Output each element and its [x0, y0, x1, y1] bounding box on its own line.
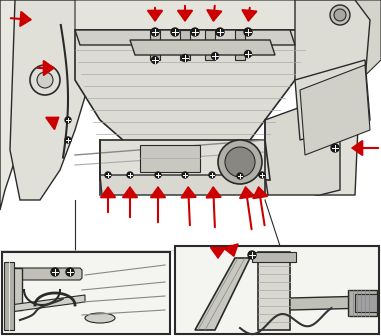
- Bar: [175, 246, 379, 334]
- Polygon shape: [177, 248, 377, 332]
- Circle shape: [331, 144, 339, 152]
- Circle shape: [65, 137, 71, 143]
- Polygon shape: [100, 175, 268, 195]
- Polygon shape: [310, 0, 381, 100]
- Circle shape: [182, 172, 188, 178]
- Circle shape: [237, 173, 243, 179]
- Polygon shape: [265, 100, 340, 195]
- Polygon shape: [10, 0, 95, 200]
- Polygon shape: [295, 60, 370, 140]
- Polygon shape: [75, 0, 340, 30]
- Circle shape: [191, 28, 199, 36]
- Circle shape: [171, 28, 179, 36]
- Polygon shape: [75, 30, 310, 160]
- Bar: [2, 252, 170, 334]
- Polygon shape: [355, 294, 377, 312]
- Polygon shape: [295, 0, 370, 100]
- Circle shape: [209, 172, 215, 178]
- Polygon shape: [195, 258, 250, 330]
- Polygon shape: [0, 0, 38, 210]
- Circle shape: [127, 172, 133, 178]
- Polygon shape: [300, 65, 370, 155]
- Polygon shape: [10, 295, 85, 312]
- Polygon shape: [75, 30, 295, 45]
- Circle shape: [152, 56, 158, 64]
- Circle shape: [151, 28, 159, 36]
- Polygon shape: [4, 262, 14, 330]
- Polygon shape: [348, 290, 377, 316]
- Circle shape: [225, 147, 255, 177]
- Polygon shape: [315, 75, 360, 195]
- Polygon shape: [258, 252, 290, 330]
- Circle shape: [51, 268, 59, 276]
- Circle shape: [66, 268, 74, 276]
- Polygon shape: [10, 268, 82, 280]
- Circle shape: [105, 172, 111, 178]
- Polygon shape: [150, 30, 160, 60]
- Circle shape: [245, 50, 251, 57]
- Circle shape: [37, 72, 53, 88]
- Circle shape: [216, 28, 224, 36]
- Polygon shape: [140, 145, 200, 172]
- Polygon shape: [290, 296, 370, 310]
- Ellipse shape: [85, 313, 115, 323]
- Circle shape: [181, 54, 189, 61]
- Circle shape: [259, 172, 265, 178]
- Polygon shape: [180, 30, 190, 60]
- Circle shape: [334, 9, 346, 21]
- Circle shape: [211, 52, 218, 59]
- Circle shape: [244, 28, 252, 36]
- Circle shape: [330, 5, 350, 25]
- Polygon shape: [235, 30, 245, 60]
- Circle shape: [155, 172, 161, 178]
- Polygon shape: [10, 268, 22, 310]
- Polygon shape: [205, 30, 215, 60]
- Bar: [0, 0, 381, 250]
- Circle shape: [65, 117, 71, 123]
- Circle shape: [248, 251, 256, 259]
- Polygon shape: [4, 254, 168, 332]
- Circle shape: [218, 140, 262, 184]
- Polygon shape: [100, 140, 270, 180]
- Polygon shape: [252, 252, 296, 262]
- Polygon shape: [130, 40, 275, 55]
